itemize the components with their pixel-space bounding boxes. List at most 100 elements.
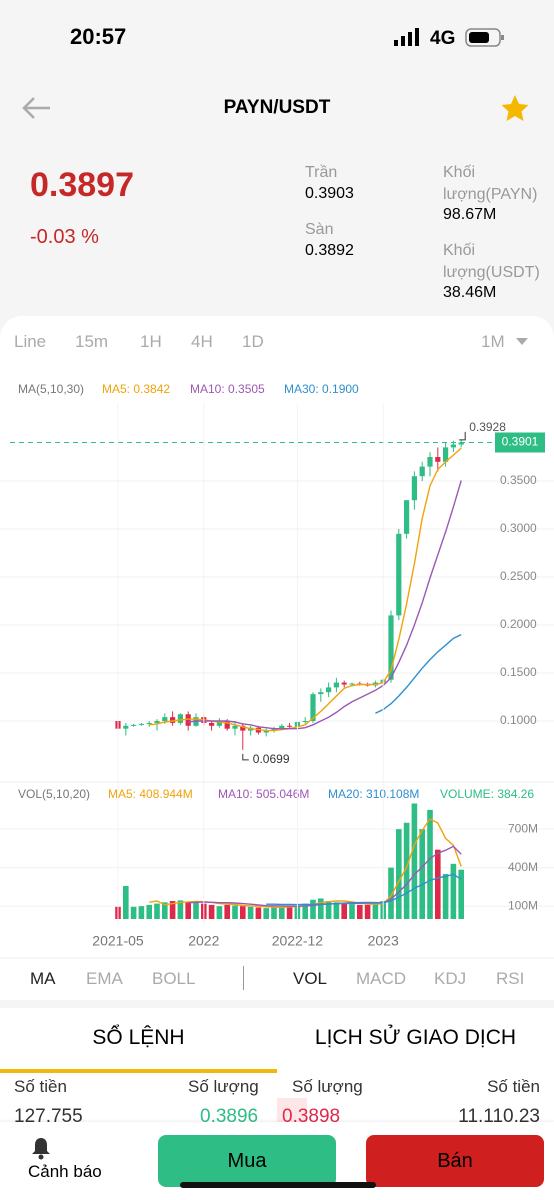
- back-button[interactable]: [20, 95, 52, 121]
- volume-bar: [372, 903, 379, 919]
- ceiling-label: Trần: [305, 164, 338, 181]
- candle-body: [271, 728, 277, 731]
- legend-title: VOL(5,10,20): [18, 787, 90, 801]
- trade-history-tab[interactable]: LỊCH SỬ GIAO DỊCH: [314, 1026, 517, 1049]
- candle-body: [349, 683, 355, 685]
- x-tick-label: 2023: [368, 933, 399, 949]
- volume-bar: [318, 898, 324, 919]
- y-tick-label: 0.3500: [500, 473, 537, 487]
- favorite-star[interactable]: [500, 93, 530, 123]
- candle-body: [123, 725, 129, 729]
- volume-bar: [263, 908, 269, 919]
- sell-button[interactable]: Bán: [366, 1135, 544, 1187]
- interval-tab[interactable]: 15m: [75, 332, 109, 351]
- interval-tab[interactable]: 1M: [481, 332, 505, 351]
- y-tick-label: 100M: [508, 898, 538, 912]
- interval-tab[interactable]: Line: [14, 332, 47, 351]
- indicator-tab[interactable]: KDJ: [434, 969, 467, 988]
- legend-title: MA(5,10,30): [18, 382, 84, 396]
- candle-body: [458, 442, 464, 445]
- ma-line: [188, 480, 462, 730]
- ask-price: 0.3898: [282, 1106, 341, 1127]
- alert-label[interactable]: Cảnh báo: [28, 1162, 102, 1181]
- volume-bar: [349, 904, 355, 919]
- indicator-tab[interactable]: MACD: [356, 969, 407, 988]
- candle-body: [240, 725, 246, 731]
- orderbook-tab[interactable]: SỔ LỆNH: [92, 1026, 185, 1049]
- ma-line: [375, 633, 462, 714]
- candle-body: [310, 694, 316, 721]
- candle-body: [396, 533, 402, 616]
- candle-body: [146, 722, 152, 724]
- volume-bar: [279, 906, 285, 919]
- y-tick-label: 0.1000: [500, 713, 537, 727]
- volume-bar: [403, 822, 410, 919]
- volume-bar: [162, 902, 168, 919]
- indicator-tab[interactable]: RSI: [496, 969, 525, 988]
- volume-bar: [458, 869, 464, 919]
- indicator-tab[interactable]: EMA: [86, 969, 123, 988]
- dropdown-icon[interactable]: [515, 337, 529, 347]
- candle-body: [232, 725, 238, 729]
- interval-tab[interactable]: 1H: [140, 332, 162, 351]
- bid-price: 0.3896: [200, 1106, 259, 1127]
- y-tick-label: 0.3000: [500, 521, 537, 535]
- volume-bar: [442, 874, 449, 919]
- pair-title: PAYN/USDT: [223, 97, 331, 118]
- volume-base: 98.67M: [443, 206, 497, 223]
- price-change: -0.03 %: [30, 226, 99, 248]
- volume-bar: [271, 907, 277, 919]
- volume-legend: VOLUME: 384.26: [440, 787, 534, 801]
- column-header: Số tiền: [14, 1077, 67, 1096]
- ceiling-value: 0.3903: [305, 185, 354, 202]
- volume-bar: [310, 899, 316, 919]
- legend-entry: MA10: 0.3505: [190, 382, 265, 396]
- y-tick-label: 0.1500: [500, 665, 537, 679]
- volume-bar: [435, 849, 441, 919]
- volume-quote: 38.46M: [443, 284, 497, 301]
- volume-base-label: Khối lượng(PAYN): [443, 164, 538, 203]
- low-label: 0.0699: [253, 752, 290, 766]
- y-tick-label: 0.2000: [500, 617, 537, 631]
- volume-bar: [123, 886, 129, 919]
- ask-amount: 11,110.23: [458, 1106, 540, 1127]
- candle-body: [302, 721, 308, 722]
- volume-bar: [302, 903, 308, 919]
- low-marker: [242, 753, 249, 761]
- candle-body: [443, 447, 449, 462]
- interval-tab[interactable]: 1D: [242, 332, 264, 351]
- candle-body: [341, 682, 347, 685]
- volume-bar: [193, 901, 199, 919]
- indicator-tab[interactable]: VOL: [293, 969, 328, 988]
- volume-bar: [138, 906, 145, 919]
- volume-ma-line: [266, 873, 462, 906]
- column-header: Số lượng: [292, 1077, 363, 1096]
- candle-body: [411, 476, 417, 501]
- candle-body: [162, 717, 168, 721]
- bell-icon[interactable]: [30, 1136, 52, 1160]
- volume-bar: [427, 809, 433, 919]
- indicator-tab[interactable]: BOLL: [152, 969, 196, 988]
- volume-bar: [240, 906, 246, 919]
- high-marker: [459, 431, 466, 441]
- candle-body: [388, 615, 394, 680]
- buy-button[interactable]: Mua: [158, 1135, 336, 1187]
- indicator-tab[interactable]: MA: [30, 969, 56, 988]
- volume-bar: [232, 905, 238, 919]
- volume-bar: [286, 906, 293, 919]
- candle-body: [209, 722, 215, 726]
- volume-bar: [388, 867, 394, 919]
- candle-body: [216, 721, 222, 726]
- volume-bar: [364, 904, 371, 919]
- volume-bar: [325, 901, 332, 919]
- y-tick-label: 700M: [508, 821, 538, 835]
- interval-tab[interactable]: 4H: [191, 332, 213, 351]
- candle-body: [263, 730, 269, 733]
- candle-body: [326, 687, 332, 693]
- volume-bar: [169, 901, 176, 919]
- volume-bar: [247, 906, 254, 919]
- candle-body: [419, 466, 425, 477]
- ma-line: [149, 447, 462, 732]
- candle-body: [177, 714, 183, 723]
- candle-body: [185, 714, 191, 726]
